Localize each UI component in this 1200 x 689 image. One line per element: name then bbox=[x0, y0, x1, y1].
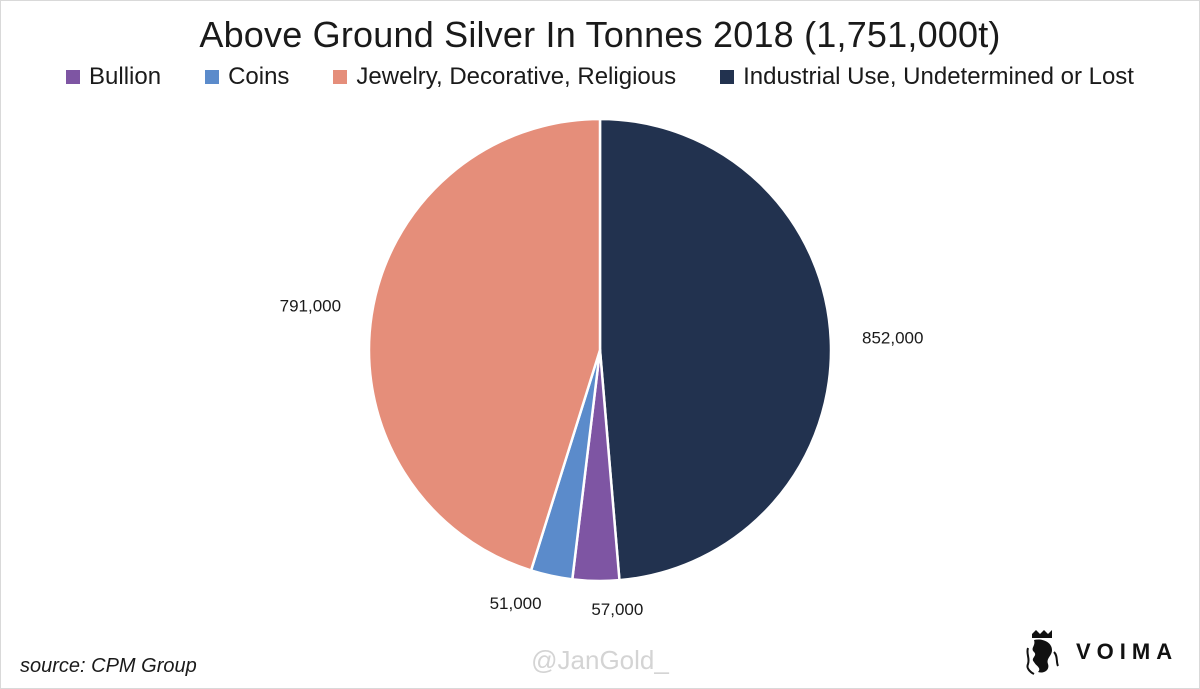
legend-swatch-industrial bbox=[720, 70, 735, 84]
legend-label-industrial: Industrial Use, Undetermined or Lost bbox=[743, 63, 1134, 90]
legend-item-bullion: Bullion bbox=[66, 63, 161, 91]
legend-item-coins: Coins bbox=[205, 63, 289, 91]
data-label-coins: 51,000 bbox=[490, 594, 542, 613]
source-note: source: CPM Group bbox=[20, 655, 197, 677]
pie-slice-jewelry bbox=[367, 117, 602, 572]
legend-swatch-jewelry bbox=[333, 70, 348, 84]
legend-label-bullion: Bullion bbox=[89, 63, 162, 90]
chart-title: Above Ground Silver In Tonnes 2018 (1,75… bbox=[199, 14, 1001, 55]
legend-item-industrial: Industrial Use, Undetermined or Lost bbox=[720, 63, 1134, 91]
legend-label-coins: Coins bbox=[228, 63, 290, 90]
lion-crest-icon bbox=[1026, 630, 1059, 675]
chart-legend: Bullion Coins Jewelry, Decorative, Relig… bbox=[0, 63, 1200, 91]
watermark: @JanGold_ bbox=[531, 645, 669, 675]
legend-label-jewelry: Jewelry, Decorative, Religious bbox=[356, 63, 677, 90]
pie-slice-industrial bbox=[598, 117, 833, 582]
legend-swatch-bullion bbox=[66, 70, 81, 84]
data-label-jewelry: 791,000 bbox=[280, 297, 341, 316]
data-label-bullion: 57,000 bbox=[591, 600, 643, 619]
legend-item-jewelry: Jewelry, Decorative, Religious bbox=[333, 63, 676, 91]
data-label-industrial: 852,000 bbox=[862, 329, 923, 348]
legend-swatch-coins bbox=[205, 70, 220, 84]
brand-name: VOIMA bbox=[1076, 639, 1179, 664]
voima-logo: VOIMA bbox=[1022, 628, 1178, 676]
